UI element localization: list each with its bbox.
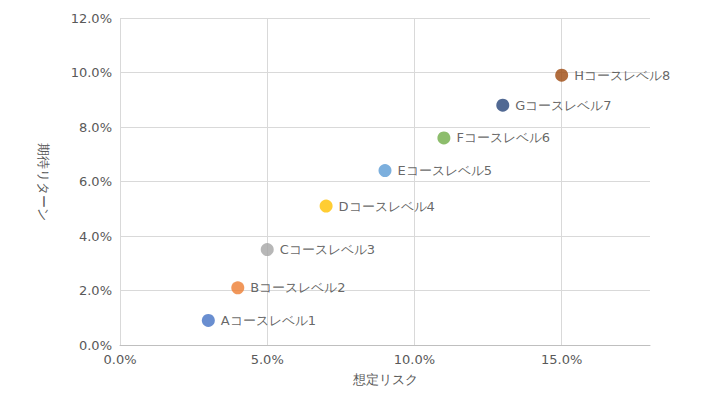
svg-text:10.0%: 10.0% — [71, 65, 112, 80]
svg-text:10.0%: 10.0% — [394, 352, 435, 367]
svg-text:Fコースレベル6: Fコースレベル6 — [456, 130, 550, 145]
svg-text:0.0%: 0.0% — [103, 352, 136, 367]
svg-text:Eコースレベル5: Eコースレベル5 — [398, 163, 493, 178]
svg-text:2.0%: 2.0% — [79, 283, 112, 298]
svg-text:12.0%: 12.0% — [71, 11, 112, 26]
svg-text:Hコースレベル8: Hコースレベル8 — [574, 68, 670, 83]
svg-text:4.0%: 4.0% — [79, 229, 112, 244]
svg-text:15.0%: 15.0% — [541, 352, 582, 367]
svg-text:Bコースレベル2: Bコースレベル2 — [250, 280, 345, 295]
svg-text:8.0%: 8.0% — [79, 120, 112, 135]
svg-text:0.0%: 0.0% — [79, 338, 112, 353]
svg-text:6.0%: 6.0% — [79, 174, 112, 189]
svg-text:想定リスク: 想定リスク — [352, 372, 418, 387]
svg-text:期待リターン: 期待リターン — [36, 143, 51, 221]
svg-text:Aコースレベル1: Aコースレベル1 — [221, 313, 316, 328]
svg-text:Gコースレベル7: Gコースレベル7 — [515, 98, 611, 113]
svg-text:Dコースレベル4: Dコースレベル4 — [339, 199, 435, 214]
svg-text:5.0%: 5.0% — [251, 352, 284, 367]
svg-text:Cコースレベル3: Cコースレベル3 — [280, 242, 375, 257]
